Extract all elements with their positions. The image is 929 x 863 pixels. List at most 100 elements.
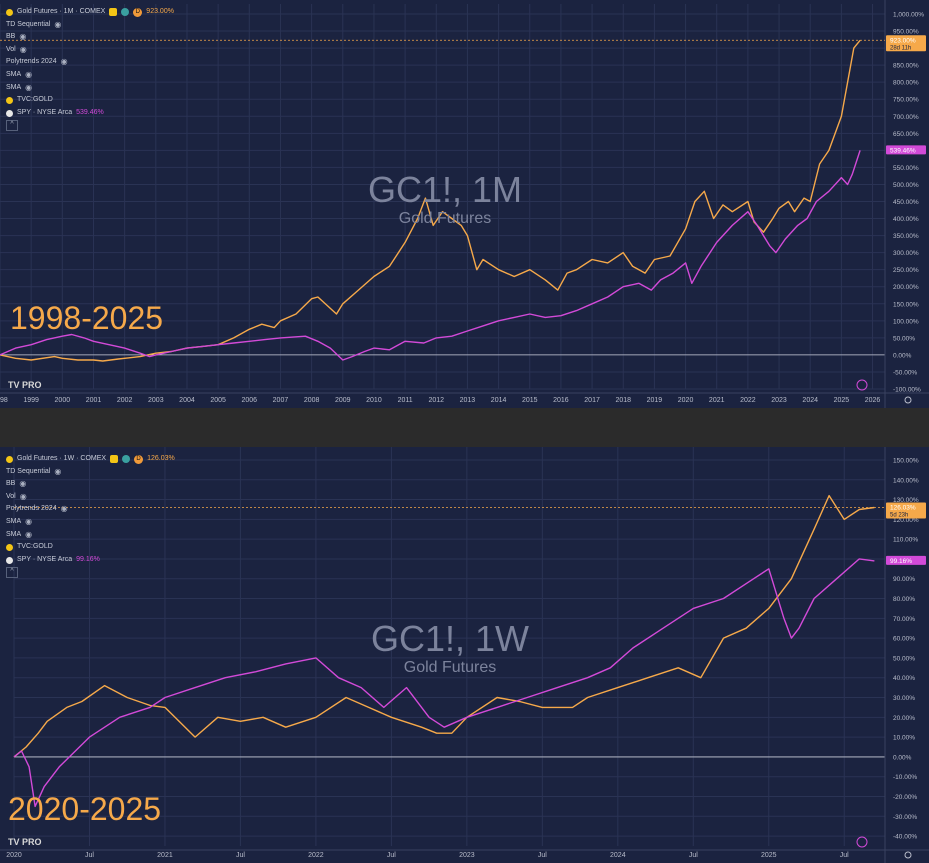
legend-title-pct: 126.03%: [147, 455, 175, 462]
y-tick-label: 80.00%: [893, 596, 915, 603]
legend-indicator-row[interactable]: SMA ◉: [6, 529, 175, 542]
chart-panel-weekly[interactable]: 150.00%140.00%130.00%120.00%110.00%100.0…: [0, 447, 929, 863]
collapse-legend-button[interactable]: ^: [6, 567, 18, 579]
indicator-label: SMA: [6, 530, 22, 538]
y-tick-label: 10.00%: [893, 735, 915, 742]
eye-icon[interactable]: ◉: [60, 57, 68, 67]
legend-title-row[interactable]: Gold Futures · 1W · COMEX D 126.03%: [6, 453, 175, 466]
chart-canvas-weekly[interactable]: 150.00%140.00%130.00%120.00%110.00%100.0…: [0, 447, 929, 863]
x-tick-label: 2025: [834, 397, 850, 404]
legend-title: Gold Futures · 1M · COMEX: [17, 8, 106, 15]
chart-canvas-monthly[interactable]: 1,000.00%950.00%900.00%850.00%800.00%750…: [0, 0, 929, 408]
last-value-text: 126.03%: [890, 504, 916, 511]
y-tick-label: 50.00%: [893, 655, 915, 662]
eye-icon[interactable]: ◉: [25, 516, 33, 526]
legend-indicator-row[interactable]: SMA ◉: [6, 516, 175, 529]
eye-icon[interactable]: ◉: [25, 82, 33, 92]
legend-indicator-row[interactable]: SMA ◉: [6, 82, 174, 95]
series-line-spy: [13, 558, 875, 808]
data-status-icon: [122, 455, 131, 464]
legend-indicator-row[interactable]: Vol ◉: [6, 491, 175, 504]
x-tick-label: 2013: [460, 397, 476, 404]
date-range-label: 1998-2025: [10, 300, 164, 336]
x-tick-label: 2021: [157, 852, 173, 859]
chart-panel-monthly[interactable]: 1,000.00%950.00%900.00%850.00%800.00%750…: [0, 0, 929, 408]
legend-compare-row[interactable]: SPY · NYSE Arca 539.46%: [6, 107, 174, 120]
x-tick-label: 2020: [678, 397, 694, 404]
eye-icon[interactable]: ◉: [54, 466, 62, 476]
last-value-badge: [886, 555, 926, 565]
legend-indicator-row[interactable]: TD Sequential ◉: [6, 466, 175, 479]
y-tick-label: 1,000.00%: [893, 12, 924, 19]
x-tick-label: 1998: [0, 397, 8, 404]
legend-title-pct: 923.00%: [146, 8, 174, 15]
x-tick-label: Jul: [85, 852, 94, 859]
legend-indicator-row[interactable]: BB ◉: [6, 31, 174, 44]
x-tick-label: 2025: [761, 852, 777, 859]
legend-compare-row[interactable]: SPY · NYSE Arca 99.16%: [6, 554, 175, 567]
eye-icon[interactable]: ◉: [19, 491, 27, 501]
y-tick-label: 50.00%: [893, 335, 915, 342]
legend-compare-row[interactable]: TVC:GOLD: [6, 94, 174, 107]
legend-indicator-row[interactable]: Polytrends 2024 ◉: [6, 56, 174, 69]
legend-indicator-row[interactable]: TD Sequential ◉: [6, 19, 174, 32]
eye-icon[interactable]: ◉: [54, 19, 62, 29]
legend-title-row[interactable]: Gold Futures · 1M · COMEX D 923.00%: [6, 6, 174, 19]
x-tick-label: 2017: [584, 397, 600, 404]
x-tick-label: 2018: [615, 397, 631, 404]
compare-symbol-label: TVC:GOLD: [17, 543, 53, 551]
x-tick-label: 2024: [610, 852, 626, 859]
eye-icon[interactable]: ◉: [19, 479, 27, 489]
legend-compare-row[interactable]: TVC:GOLD: [6, 541, 175, 554]
lightning-icon: [856, 379, 868, 391]
x-tick-label: 2020: [6, 852, 22, 859]
symbol-watermark: GC1!, 1W Gold Futures: [300, 619, 600, 677]
legend-indicator-row[interactable]: BB ◉: [6, 478, 175, 491]
countdown-text: 5d 23h: [890, 512, 908, 518]
indicator-label: Vol: [6, 492, 16, 500]
x-tick-label: 2007: [273, 397, 289, 404]
y-tick-label: 950.00%: [893, 29, 919, 36]
indicator-label: Polytrends 2024: [6, 505, 57, 513]
eye-icon[interactable]: ◉: [25, 529, 33, 539]
x-tick-label: 2000: [55, 397, 71, 404]
y-tick-label: 0.00%: [893, 352, 912, 359]
last-value-badge: [886, 145, 926, 155]
tradingview-logo[interactable]: TV PRO: [8, 837, 42, 847]
eye-icon[interactable]: ◉: [19, 44, 27, 54]
legend-indicator-row[interactable]: SMA ◉: [6, 69, 174, 82]
legend-indicator-row[interactable]: Polytrends 2024 ◉: [6, 503, 175, 516]
series-line-spy: [0, 150, 861, 361]
y-tick-label: 800.00%: [893, 80, 919, 87]
x-tick-label: 2005: [210, 397, 226, 404]
x-tick-label: 2006: [242, 397, 258, 404]
x-tick-label: 2001: [86, 397, 102, 404]
lightning-icon: [856, 836, 868, 848]
indicator-label: Polytrends 2024: [6, 58, 57, 66]
watermark-symbol: GC1!, 1M: [367, 169, 523, 210]
y-tick-label: 750.00%: [893, 97, 919, 104]
indicator-label: BB: [6, 480, 16, 488]
delay-badge: D: [133, 7, 143, 17]
legend-indicator-row[interactable]: Vol ◉: [6, 44, 174, 57]
tradingview-logo[interactable]: TV PRO: [8, 380, 42, 390]
date-range-label: 2020-2025: [8, 791, 162, 827]
indicator-label: SMA: [6, 70, 22, 78]
gold-symbol-icon: [6, 543, 13, 551]
eye-icon[interactable]: ◉: [19, 32, 27, 42]
x-tick-label: Jul: [236, 852, 245, 859]
collapse-legend-button[interactable]: ^: [6, 120, 18, 132]
eye-icon[interactable]: ◉: [60, 504, 68, 514]
eye-icon[interactable]: ◉: [25, 69, 33, 79]
last-value-text: 99.16%: [890, 558, 912, 565]
x-tick-label: 2016: [553, 397, 569, 404]
compare-symbol-label: SPY · NYSE Arca: [17, 555, 73, 563]
y-tick-label: 450.00%: [893, 199, 919, 206]
indicator-label: Vol: [6, 45, 16, 53]
y-tick-label: 70.00%: [893, 616, 915, 623]
gold-symbol-icon: [6, 96, 13, 104]
y-tick-label: 20.00%: [893, 715, 915, 722]
y-tick-label: 300.00%: [893, 250, 919, 257]
last-value-badge: [886, 502, 926, 519]
x-tick-label: 2026: [865, 397, 881, 404]
